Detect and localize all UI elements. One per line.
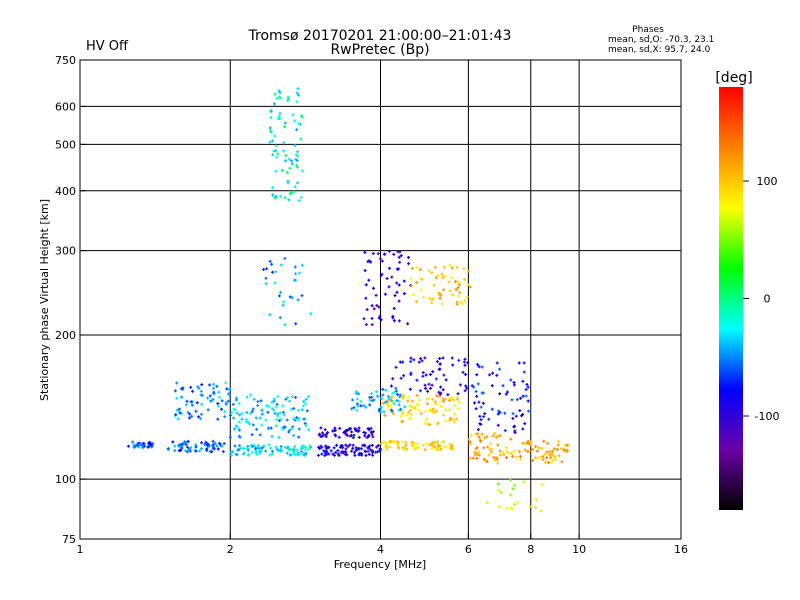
grid-lines [80,60,681,539]
x-tick-label: 8 [527,543,534,556]
y-tick-label: 200 [55,329,76,342]
phases-stats-x: mean, sd,X: 95.7, 24.0 [608,45,711,55]
x-tick-label: 10 [572,543,586,556]
x-tick-label: 2 [227,543,234,556]
y-tick-label: 600 [55,100,76,113]
colorbar-tick-label: 0 [764,293,771,306]
colorbar-tick-label: -100 [755,410,780,423]
x-axis-label: Frequency [MHz] [334,558,426,571]
x-tick-label: 6 [465,543,472,556]
y-axis-ticks: 75 100 200 300 400 500 600 750 [55,54,86,546]
phases-heading: Phases [632,25,664,35]
colorbar-label: [deg] [715,70,752,86]
data-points [127,87,570,513]
y-tick-label: 75 [62,533,76,546]
chart-title: Tromsø 20170201 21:00:00–21:01:43 [248,28,512,44]
y-tick-label: 400 [55,185,76,198]
colorbar-ticks: 100 0 -100 [743,175,779,423]
colorbar-tick-label: 100 [757,175,778,188]
y-tick-label: 100 [55,473,76,486]
y-tick-label: 300 [55,245,76,258]
y-tick-label: 500 [55,138,76,151]
colorbar [719,87,743,510]
y-tick-label: 750 [55,54,76,67]
chart-subtitle: RwPretec (Bp) [330,42,429,58]
x-tick-label: 1 [77,543,84,556]
phases-stats-o: mean, sd,O: -70.3, 23.1 [608,35,714,45]
x-axis-ticks: 1 2 4 6 8 10 16 [77,533,688,556]
x-tick-label: 4 [377,543,384,556]
x-tick-label: 16 [674,543,688,556]
y-axis-label: Stationary phase Virtual Height [km] [38,199,51,401]
hv-status-label: HV Off [86,39,129,54]
